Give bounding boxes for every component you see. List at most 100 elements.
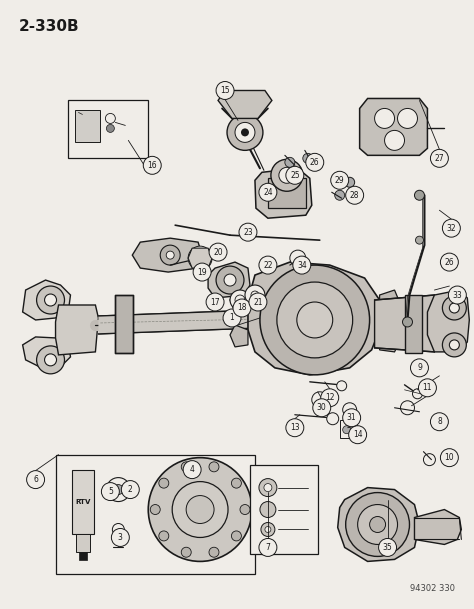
Circle shape bbox=[231, 478, 241, 488]
Circle shape bbox=[45, 294, 56, 306]
Circle shape bbox=[449, 303, 459, 313]
Circle shape bbox=[181, 547, 191, 557]
Text: 13: 13 bbox=[290, 423, 300, 432]
Circle shape bbox=[36, 286, 64, 314]
Polygon shape bbox=[380, 330, 400, 352]
Text: 17: 17 bbox=[210, 298, 220, 306]
Text: 30: 30 bbox=[317, 403, 327, 412]
Polygon shape bbox=[188, 248, 212, 268]
Circle shape bbox=[384, 130, 404, 150]
Circle shape bbox=[223, 309, 241, 327]
Circle shape bbox=[264, 484, 272, 491]
Text: 15: 15 bbox=[220, 86, 230, 95]
Circle shape bbox=[27, 471, 45, 488]
Circle shape bbox=[440, 449, 458, 466]
Circle shape bbox=[113, 485, 123, 495]
Circle shape bbox=[297, 302, 333, 338]
Circle shape bbox=[241, 128, 249, 136]
Circle shape bbox=[259, 479, 277, 496]
Bar bbox=[76, 535, 91, 552]
Circle shape bbox=[313, 399, 331, 417]
Circle shape bbox=[261, 523, 275, 537]
Circle shape bbox=[398, 108, 418, 128]
Circle shape bbox=[346, 186, 364, 204]
Circle shape bbox=[240, 504, 250, 515]
Circle shape bbox=[143, 157, 161, 174]
Circle shape bbox=[430, 149, 448, 167]
Circle shape bbox=[172, 482, 228, 538]
Polygon shape bbox=[55, 305, 99, 355]
Text: 14: 14 bbox=[353, 430, 363, 439]
Circle shape bbox=[358, 504, 398, 544]
Bar bbox=[250, 465, 318, 554]
Circle shape bbox=[106, 477, 130, 502]
Text: 1: 1 bbox=[229, 314, 234, 323]
Circle shape bbox=[112, 524, 124, 535]
Text: 5: 5 bbox=[108, 487, 113, 496]
Circle shape bbox=[160, 245, 180, 265]
Text: 22: 22 bbox=[263, 261, 273, 270]
Polygon shape bbox=[337, 488, 419, 561]
Circle shape bbox=[259, 538, 277, 557]
Circle shape bbox=[423, 454, 436, 466]
Circle shape bbox=[346, 493, 410, 557]
Text: 32: 32 bbox=[447, 224, 456, 233]
Circle shape bbox=[230, 290, 250, 310]
Circle shape bbox=[192, 250, 208, 266]
Bar bbox=[115, 295, 133, 353]
Bar bbox=[69, 100, 148, 158]
Polygon shape bbox=[380, 290, 400, 312]
Circle shape bbox=[279, 167, 295, 183]
Circle shape bbox=[349, 426, 366, 444]
Circle shape bbox=[251, 291, 259, 299]
Circle shape bbox=[45, 354, 56, 366]
Bar bbox=[268, 178, 306, 208]
Circle shape bbox=[259, 256, 277, 274]
Circle shape bbox=[186, 496, 214, 524]
Polygon shape bbox=[132, 238, 202, 272]
Circle shape bbox=[36, 346, 64, 374]
Text: 33: 33 bbox=[453, 290, 462, 300]
Polygon shape bbox=[218, 91, 272, 118]
Circle shape bbox=[277, 282, 353, 358]
Text: 4: 4 bbox=[190, 465, 194, 474]
Circle shape bbox=[193, 263, 211, 281]
Circle shape bbox=[235, 122, 255, 143]
Polygon shape bbox=[208, 262, 250, 298]
Circle shape bbox=[345, 177, 355, 188]
Circle shape bbox=[239, 223, 257, 241]
Polygon shape bbox=[230, 325, 248, 347]
Circle shape bbox=[249, 293, 267, 311]
Circle shape bbox=[410, 359, 428, 377]
Circle shape bbox=[412, 389, 422, 399]
Circle shape bbox=[265, 527, 271, 532]
Text: 34: 34 bbox=[297, 261, 307, 270]
Circle shape bbox=[216, 82, 234, 99]
Circle shape bbox=[111, 529, 129, 546]
Circle shape bbox=[401, 401, 414, 415]
Circle shape bbox=[370, 516, 385, 532]
Text: 35: 35 bbox=[383, 543, 392, 552]
Circle shape bbox=[233, 299, 251, 317]
Circle shape bbox=[227, 114, 263, 150]
Text: 18: 18 bbox=[237, 303, 247, 312]
Circle shape bbox=[209, 243, 227, 261]
Text: 25: 25 bbox=[290, 171, 300, 180]
Text: 23: 23 bbox=[243, 228, 253, 237]
Circle shape bbox=[224, 274, 236, 286]
Circle shape bbox=[303, 153, 313, 163]
Circle shape bbox=[402, 317, 412, 327]
Circle shape bbox=[209, 462, 219, 472]
Circle shape bbox=[337, 381, 346, 391]
Text: 31: 31 bbox=[347, 414, 356, 422]
Bar bbox=[80, 552, 87, 560]
Circle shape bbox=[374, 108, 394, 128]
Circle shape bbox=[335, 190, 345, 200]
Circle shape bbox=[419, 379, 437, 397]
Circle shape bbox=[216, 266, 244, 294]
Circle shape bbox=[293, 256, 311, 274]
Circle shape bbox=[101, 482, 119, 501]
Polygon shape bbox=[248, 262, 382, 375]
Bar bbox=[404, 295, 422, 353]
Circle shape bbox=[430, 413, 448, 431]
